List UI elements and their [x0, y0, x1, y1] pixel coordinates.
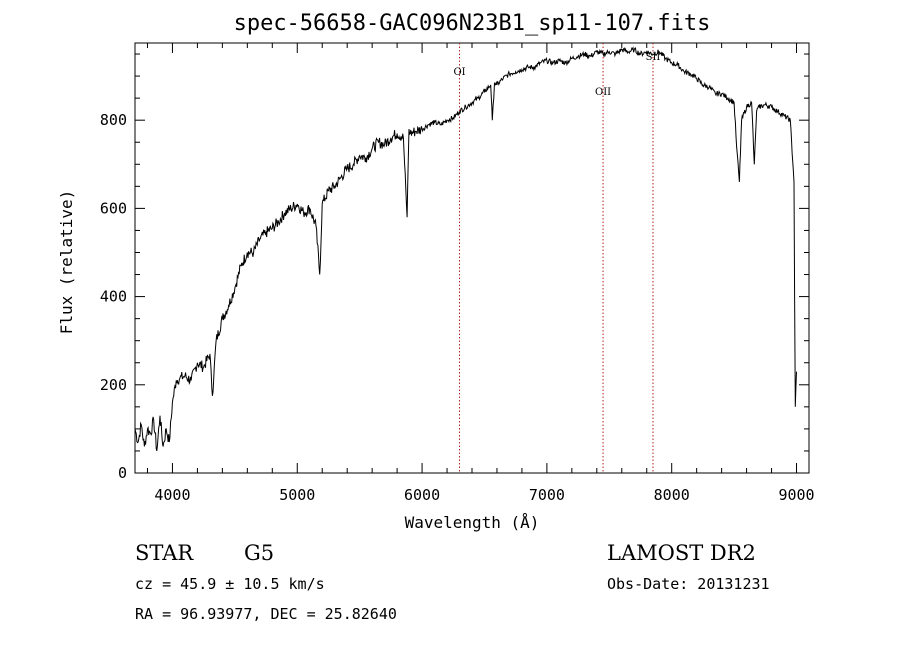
obs-date: Obs-Date: 20131231: [607, 575, 770, 593]
reference-lines: OI OII SII: [453, 43, 660, 473]
plot-area: 4000 5000 6000 7000 8000 9000 0 200 400 600 800 OI…: [100, 42, 815, 504]
redshift-cz: cz = 45.9 ± 10.5 km/s: [135, 575, 325, 593]
axis-ticks: 4000 5000 6000 7000 8000 9000 0 200 400 600 800: [100, 43, 815, 504]
x-tick-label: 5000: [279, 486, 315, 504]
x-tick-label: 9000: [778, 486, 814, 504]
info-panel: STAR G5 LAMOST DR2 cz = 45.9 ± 10.5 km/s…: [135, 541, 770, 623]
y-tick-label: 800: [100, 111, 127, 129]
x-tick-label: 6000: [404, 486, 440, 504]
y-tick-label: 400: [100, 288, 127, 306]
x-axis-label: Wavelength (Å): [405, 513, 540, 532]
x-tick-label: 8000: [654, 486, 690, 504]
y-tick-label: 200: [100, 376, 127, 394]
series-line-flux: [134, 46, 797, 452]
coordinates: RA = 96.93977, DEC = 25.82640: [135, 605, 397, 623]
plot-frame: [134, 42, 810, 474]
survey-name: LAMOST DR2: [607, 541, 756, 565]
reference-line-label: SII: [646, 52, 661, 63]
y-axis-label: Flux (relative): [57, 190, 76, 335]
y-tick-label: 600: [100, 199, 127, 217]
reference-line-label: OII: [595, 87, 611, 98]
x-tick-label: 7000: [529, 486, 565, 504]
object-subclass: G5: [244, 541, 274, 565]
x-tick-label: 4000: [154, 486, 190, 504]
object-class: STAR: [135, 541, 194, 565]
chart-title: spec-56658-GAC096N23B1_sp11-107.fits: [234, 11, 711, 36]
y-tick-label: 0: [118, 464, 127, 482]
reference-line-label: OI: [453, 67, 465, 78]
